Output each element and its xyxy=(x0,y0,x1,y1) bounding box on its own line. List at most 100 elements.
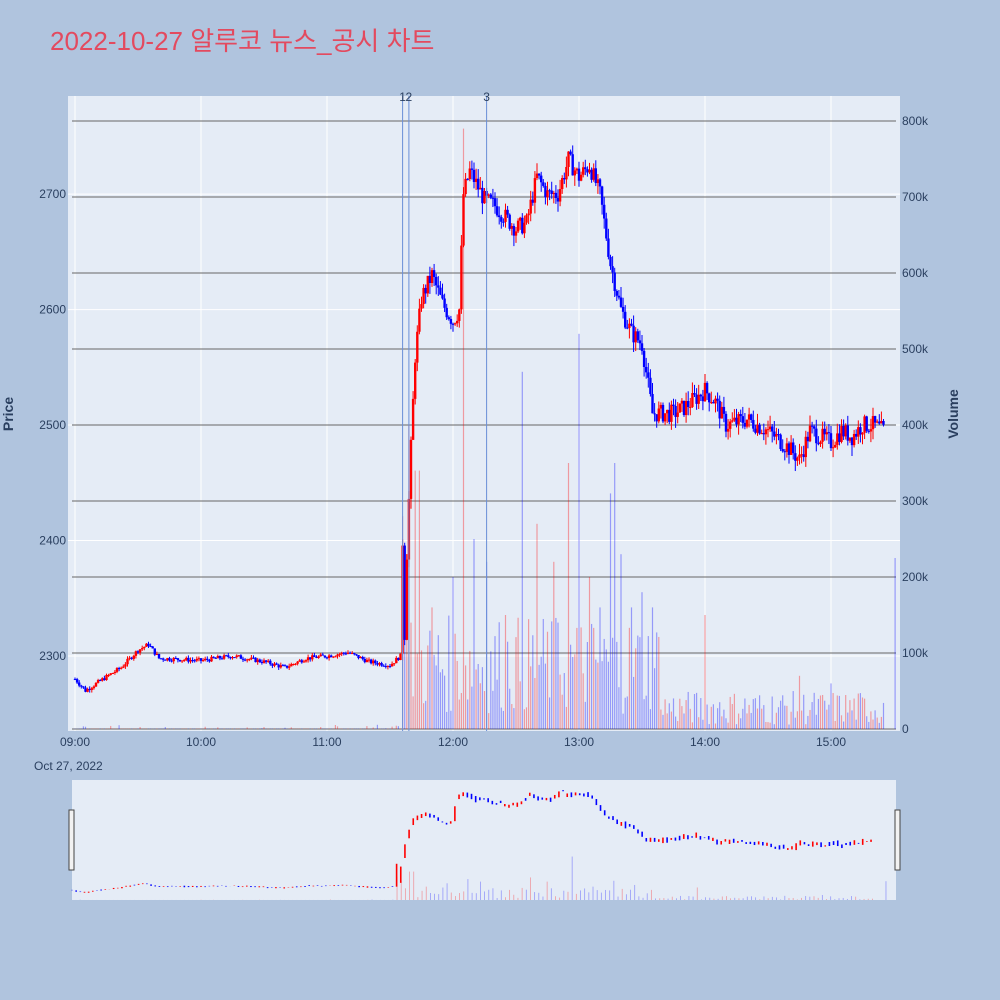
volume-bar xyxy=(832,693,834,729)
volume-bar xyxy=(576,627,578,729)
volume-bar xyxy=(662,714,664,729)
preview-volume-bar xyxy=(663,898,665,900)
candle-body xyxy=(199,658,203,661)
candle-body xyxy=(422,287,425,305)
volume-bar xyxy=(479,683,481,729)
range-slider-right-handle[interactable] xyxy=(894,809,901,871)
candle-body xyxy=(162,658,165,660)
volume-bar xyxy=(849,700,851,729)
volume-bar xyxy=(549,697,551,729)
candle-body xyxy=(831,447,835,449)
candle-body xyxy=(607,238,610,257)
preview-volume-bar xyxy=(788,898,790,900)
candle-body xyxy=(374,660,377,664)
candle-body xyxy=(103,678,106,681)
candle-body xyxy=(174,657,177,659)
candle-body xyxy=(376,663,379,665)
volume-bar xyxy=(557,622,559,729)
volume-bar xyxy=(647,636,649,729)
volume-bar xyxy=(656,632,658,729)
volume-bar xyxy=(538,664,540,729)
preview-volume-bar xyxy=(625,894,627,900)
preview-volume-bar xyxy=(442,887,444,900)
preview-volume-bar xyxy=(588,892,590,900)
volume-bar xyxy=(721,716,723,729)
candle-body xyxy=(420,304,423,309)
volume-bar xyxy=(672,698,675,729)
volume-bar xyxy=(864,698,866,729)
time-tick-label: 12:00 xyxy=(438,735,468,749)
candle-body xyxy=(533,178,537,203)
volume-bar xyxy=(843,721,845,729)
candle-body xyxy=(466,178,469,180)
candle-body xyxy=(397,657,400,661)
candle-body xyxy=(840,425,843,442)
volume-bar xyxy=(763,705,765,729)
candle-body xyxy=(537,173,541,176)
preview-volume-bar xyxy=(521,887,523,900)
candle-body xyxy=(834,444,837,448)
volume-bar xyxy=(471,686,473,729)
volume-bar xyxy=(773,724,775,729)
candle-body xyxy=(794,453,797,461)
candle-body xyxy=(441,294,444,299)
volume-bar xyxy=(801,710,803,729)
candle-body xyxy=(756,424,759,433)
volume-bar xyxy=(542,618,544,729)
candle-body xyxy=(579,174,583,181)
volume-bar xyxy=(601,661,603,729)
volume-bar xyxy=(777,707,780,729)
volume-tick-label: 600k xyxy=(902,266,929,280)
volume-bar xyxy=(822,694,824,729)
candle-body xyxy=(130,657,133,659)
volume-bar xyxy=(807,715,809,729)
candle-body xyxy=(548,190,551,192)
candle-body xyxy=(351,653,354,655)
preview-volume-bar xyxy=(438,894,440,900)
candle-body xyxy=(754,428,757,433)
candle-body xyxy=(178,659,182,662)
candle-body xyxy=(565,166,568,180)
range-slider-left-handle[interactable] xyxy=(68,809,75,871)
candle-body xyxy=(842,425,845,437)
volume-bar xyxy=(855,719,857,729)
candle-body xyxy=(443,298,446,308)
volume-bar xyxy=(530,666,532,729)
volume-bar xyxy=(857,693,859,729)
volume-bar xyxy=(618,687,620,729)
candle-body xyxy=(159,658,163,660)
volume-bar xyxy=(771,696,773,729)
volume-bar xyxy=(687,691,689,729)
preview-volume-bar xyxy=(817,897,819,900)
volume-bar xyxy=(731,703,733,729)
candle-body xyxy=(172,657,175,662)
preview-volume-bar xyxy=(563,890,565,900)
volume-bar xyxy=(685,700,687,729)
volume-bar xyxy=(591,623,593,729)
candle-body xyxy=(865,416,868,431)
candle-body xyxy=(254,657,257,663)
range-slider[interactable] xyxy=(68,780,901,900)
volume-bar xyxy=(376,724,378,729)
volume-bar xyxy=(756,708,759,729)
volume-bar xyxy=(626,696,628,729)
candle-body xyxy=(432,270,436,277)
candle-body xyxy=(703,382,707,402)
candle-body xyxy=(132,655,135,659)
volume-bar xyxy=(605,649,607,729)
candle-body xyxy=(145,643,148,647)
volume-bar xyxy=(788,724,790,729)
volume-bar xyxy=(790,711,792,729)
candle-body xyxy=(586,169,589,173)
candle-body xyxy=(363,658,366,663)
candle-body xyxy=(384,666,387,668)
candle-body xyxy=(590,169,593,180)
volume-bar xyxy=(570,644,572,729)
preview-volume-bar xyxy=(701,899,702,900)
volume-bar xyxy=(465,665,467,729)
candle-body xyxy=(850,437,854,446)
candle-body xyxy=(857,427,860,437)
candle-body xyxy=(783,451,786,453)
chart-title: 2022-10-27 알루코 뉴스_공시 차트 xyxy=(50,26,434,56)
